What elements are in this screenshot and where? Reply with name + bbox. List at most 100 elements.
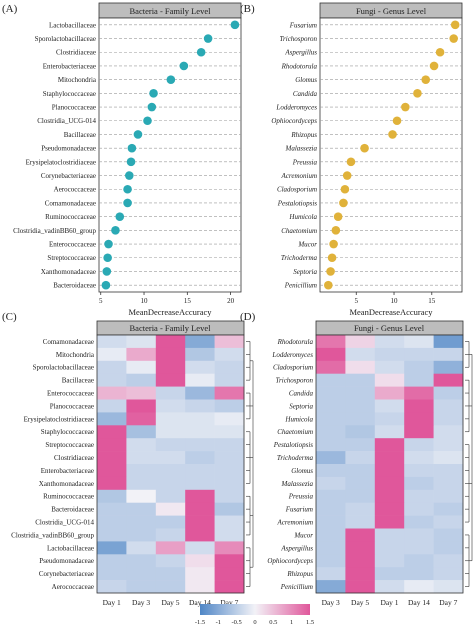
legend-tick-label: -1.5 xyxy=(195,619,205,626)
c-cell-aerococcaceae-day-5 xyxy=(155,580,186,594)
panel-c-row-dendrogram xyxy=(246,341,254,587)
d-cell-aspergillus-day-5 xyxy=(345,541,376,555)
d-cell-cladosporium-day-3 xyxy=(316,360,346,374)
b-label-chaetomium: Chaetomium xyxy=(281,227,317,235)
c-cell-staphylococcaceae-day-7 xyxy=(214,425,245,439)
c-cell-enterococcaceae-day-1 xyxy=(97,386,127,400)
d-cell-lodderomyces-day-14 xyxy=(404,347,434,362)
d-cell-cladosporium-day-1 xyxy=(374,360,405,374)
c-cell-clostridia-ucg-014-day-5 xyxy=(155,515,186,529)
d-cell-ophiocordyceps-day-1 xyxy=(374,554,405,568)
c-cell-comamonadaceae-day-1 xyxy=(97,335,127,349)
c-cell-enterococcaceae-day-3 xyxy=(126,386,157,400)
b-dot-penicillium xyxy=(324,280,333,290)
d-cell-pestalotiopsis-day-14 xyxy=(404,438,434,452)
b-dot-glomus xyxy=(421,75,431,84)
c-column-label-day-3: Day 3 xyxy=(132,598,150,607)
b-label-ophiocordyceps: Ophiocordyceps xyxy=(271,117,317,125)
d-cell-glomus-day-1 xyxy=(374,464,405,478)
c-cell-corynebacteriaceae-day-14 xyxy=(185,567,215,581)
d-cell-humicola-day-7 xyxy=(433,412,464,426)
a-label-erysipelatoclostridiaceae: Erysipelatoclostridiaceae xyxy=(26,158,96,166)
b-dot-lodderomyces xyxy=(401,102,410,112)
d-row-label-trichosporon: Trichosporon xyxy=(276,377,314,385)
a-dot-enterococcaceae xyxy=(104,239,113,249)
d-cell-ophiocordyceps-day-14 xyxy=(404,554,434,568)
d-cell-acremonium-day-5 xyxy=(345,515,376,529)
heatmap-color-legend: -1.5 -1 -0.5 0 0.5 1 1.5 xyxy=(195,604,314,626)
c-cell-enterobacteriaceae-day-3 xyxy=(126,464,157,478)
d-cell-lodderomyces-day-1 xyxy=(374,347,405,362)
d-row-label-septoria: Septoria xyxy=(289,402,313,410)
d-cell-candida-day-1 xyxy=(374,386,405,400)
c-cell-ruminococcaceae-day-1 xyxy=(97,489,127,503)
c-cell-comamonadaceae-day-3 xyxy=(126,335,157,349)
c-cell-clostridia-vadinbb60-group-day-1 xyxy=(97,528,127,542)
c-cell-lactobacillaceae-day-7 xyxy=(214,541,245,555)
d-column-label-day-1: Day 1 xyxy=(380,598,398,607)
d-cell-candida-day-7 xyxy=(433,386,464,400)
c-cell-sporolactobacillaceae-day-5 xyxy=(155,360,186,374)
d-cell-chaetomium-day-14 xyxy=(404,425,434,439)
c-column-label-day-1: Day 1 xyxy=(103,598,121,607)
b-dot-cladosporium xyxy=(340,184,350,194)
c-cell-comamonadaceae-day-14 xyxy=(185,335,215,349)
a-dot-erysipelatoclostridiaceae xyxy=(126,157,136,167)
d-row-label-rhizopus: Rhizopus xyxy=(286,570,313,578)
d-row-label-pestalotiopsis: Pestalotiopsis xyxy=(273,441,314,449)
a-label-pseudomonadaceae: Pseudomonadaceae xyxy=(41,145,96,153)
c-cell-lactobacillaceae-day-1 xyxy=(97,541,127,555)
d-cell-rhizopus-day-5 xyxy=(345,567,376,581)
c-cell-enterococcaceae-day-7 xyxy=(214,386,245,400)
c-cell-enterobacteriaceae-day-7 xyxy=(214,464,245,478)
panel-tag-d: (D) xyxy=(240,311,256,323)
c-cell-aerococcaceae-day-7 xyxy=(214,580,245,594)
d-cell-trichosporon-day-14 xyxy=(404,373,434,387)
d-cell-humicola-day-5 xyxy=(345,412,376,426)
c-row-label-bacteroidaceae: Bacteroidaceae xyxy=(51,506,94,514)
d-column-label-day-3: Day 3 xyxy=(322,598,340,607)
d-cell-rhodotorula-day-5 xyxy=(345,335,376,349)
b-dot-aspergillus xyxy=(435,47,445,57)
c-row-label-xanthomonadaceae: Xanthomonadaceae xyxy=(39,480,94,488)
c-cell-planococcaceae-day-7 xyxy=(214,399,245,413)
c-cell-bacillaceae-day-3 xyxy=(126,373,157,387)
c-cell-pseudomonadaceae-day-3 xyxy=(126,554,157,568)
b-label-acremonium: Acremonium xyxy=(280,172,317,180)
b-dot-chaetomium xyxy=(331,226,341,235)
a-x-tick-label: 10 xyxy=(141,297,149,305)
b-label-lodderomyces: Lodderomyces xyxy=(275,103,317,111)
d-cell-humicola-day-1 xyxy=(374,412,405,426)
d-cell-penicillium-day-14 xyxy=(404,580,434,594)
b-label-fusarium: Fusarium xyxy=(289,21,317,29)
c-cell-xanthomonadaceae-day-3 xyxy=(126,476,157,491)
d-row-label-acremonium: Acremonium xyxy=(276,518,313,526)
legend-tick-label: 0 xyxy=(253,619,256,626)
d-cell-lodderomyces-day-5 xyxy=(345,347,376,362)
panel-b-title: Fungi - Genus Level xyxy=(356,6,427,16)
d-row-label-mucor: Mucor xyxy=(293,531,313,539)
b-label-candida: Candida xyxy=(293,90,318,98)
c-cell-clostridiaceae-day-3 xyxy=(126,451,157,465)
d-cell-penicillium-day-1 xyxy=(374,580,405,594)
b-label-rhodotorula: Rhodotorula xyxy=(281,62,318,70)
c-cell-sporolactobacillaceae-day-3 xyxy=(126,360,157,374)
c-row-label-pseudomonadaceae: Pseudomonadaceae xyxy=(39,557,94,565)
b-label-glomus: Glomus xyxy=(295,76,317,84)
d-row-label-ophiocordyceps: Ophiocordyceps xyxy=(267,557,313,565)
c-cell-erysipelatoclostridiaceae-day-14 xyxy=(185,412,215,426)
panel-d-frame xyxy=(315,334,464,594)
d-cell-malassezia-day-14 xyxy=(404,476,434,491)
c-cell-ruminococcaceae-day-14 xyxy=(185,489,215,503)
d-row-label-cladosporium: Cladosporium xyxy=(273,364,313,372)
c-cell-enterococcaceae-day-14 xyxy=(185,386,215,400)
c-cell-comamonadaceae-day-5 xyxy=(155,335,186,349)
d-cell-septoria-day-1 xyxy=(374,399,405,413)
c-cell-bacillaceae-day-7 xyxy=(214,373,245,387)
d-cell-pestalotiopsis-day-5 xyxy=(345,438,376,452)
panel-b-dotplot: Fungi - Genus Level Fusarium Trichosporon… xyxy=(271,2,463,317)
d-cell-trichosporon-day-1 xyxy=(374,373,405,387)
c-cell-pseudomonadaceae-day-1 xyxy=(97,554,127,568)
d-cell-chaetomium-day-5 xyxy=(345,425,376,439)
a-x-tick-label: 20 xyxy=(227,297,235,305)
